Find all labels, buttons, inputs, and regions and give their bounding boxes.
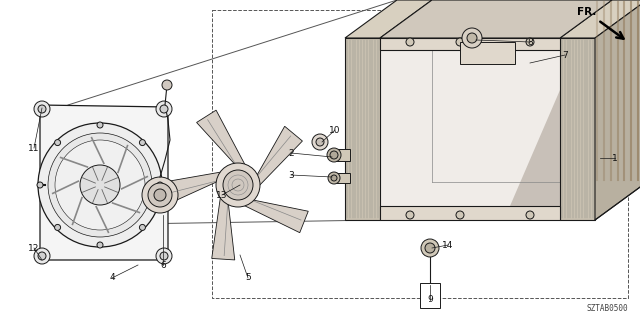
Circle shape <box>154 189 166 201</box>
Polygon shape <box>196 110 246 167</box>
Text: 14: 14 <box>442 241 454 250</box>
Text: 10: 10 <box>329 125 340 134</box>
Polygon shape <box>560 0 640 38</box>
Bar <box>336 173 350 183</box>
Circle shape <box>37 182 43 188</box>
Polygon shape <box>380 38 560 50</box>
Polygon shape <box>380 50 560 206</box>
Polygon shape <box>595 0 640 220</box>
Text: 2: 2 <box>288 148 294 157</box>
Polygon shape <box>345 0 432 38</box>
Circle shape <box>156 248 172 264</box>
Circle shape <box>160 105 168 113</box>
Circle shape <box>162 80 172 90</box>
Polygon shape <box>242 199 308 233</box>
Text: 3: 3 <box>288 171 294 180</box>
Bar <box>336 149 350 161</box>
Circle shape <box>38 252 46 260</box>
Circle shape <box>223 170 253 200</box>
Circle shape <box>216 163 260 207</box>
Circle shape <box>316 138 324 146</box>
Circle shape <box>526 38 534 46</box>
Text: 5: 5 <box>245 274 251 283</box>
Circle shape <box>328 172 340 184</box>
Polygon shape <box>380 0 432 220</box>
Circle shape <box>157 182 163 188</box>
Circle shape <box>48 133 152 237</box>
Circle shape <box>55 140 145 230</box>
Polygon shape <box>560 38 595 220</box>
Circle shape <box>160 252 168 260</box>
Polygon shape <box>255 126 303 187</box>
Circle shape <box>456 38 464 46</box>
Circle shape <box>54 140 61 146</box>
Polygon shape <box>380 0 612 38</box>
Circle shape <box>456 211 464 219</box>
Text: SZTAB0500: SZTAB0500 <box>586 304 628 313</box>
Text: 7: 7 <box>562 51 568 60</box>
Polygon shape <box>212 195 235 260</box>
Polygon shape <box>510 90 560 206</box>
Circle shape <box>406 38 414 46</box>
Circle shape <box>406 211 414 219</box>
Circle shape <box>462 28 482 48</box>
Bar <box>460 42 515 64</box>
Text: 12: 12 <box>28 244 40 252</box>
Circle shape <box>312 134 328 150</box>
Circle shape <box>156 101 172 117</box>
Circle shape <box>327 148 341 162</box>
Circle shape <box>331 175 337 181</box>
Polygon shape <box>40 105 168 260</box>
Text: 11: 11 <box>28 143 40 153</box>
Circle shape <box>80 165 120 205</box>
Circle shape <box>140 140 145 146</box>
Text: 13: 13 <box>216 190 228 199</box>
Circle shape <box>467 33 477 43</box>
Text: 6: 6 <box>160 260 166 269</box>
Text: 8: 8 <box>527 37 533 46</box>
Circle shape <box>526 211 534 219</box>
Circle shape <box>140 224 145 230</box>
Text: 9: 9 <box>427 295 433 305</box>
Circle shape <box>38 123 162 247</box>
Circle shape <box>148 183 172 207</box>
Polygon shape <box>345 38 380 220</box>
Circle shape <box>97 242 103 248</box>
Text: 4: 4 <box>109 274 115 283</box>
Polygon shape <box>380 206 560 220</box>
Circle shape <box>38 105 46 113</box>
Circle shape <box>34 101 50 117</box>
Circle shape <box>54 224 61 230</box>
Circle shape <box>425 243 435 253</box>
Bar <box>420 283 440 308</box>
Text: FR.: FR. <box>577 7 596 17</box>
Polygon shape <box>160 172 223 205</box>
Circle shape <box>34 248 50 264</box>
Circle shape <box>421 239 439 257</box>
Circle shape <box>97 122 103 128</box>
Circle shape <box>142 177 178 213</box>
Text: 1: 1 <box>612 154 618 163</box>
Circle shape <box>330 151 338 159</box>
